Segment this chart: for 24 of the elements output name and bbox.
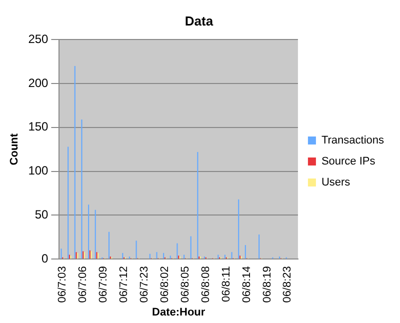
x-tick-label: 06/8:02 xyxy=(158,266,171,303)
y-tick-label: 150 xyxy=(28,120,49,134)
legend-label: Users xyxy=(321,176,351,189)
y-axis-title: Count xyxy=(8,133,21,166)
x-tick-label: 06/8:08 xyxy=(200,266,212,303)
x-tick-label: 06/7:09 xyxy=(98,266,110,303)
x-tick-label: 06/8:23 xyxy=(282,266,294,303)
legend-label: Source IPs xyxy=(321,156,376,168)
y-tick-label: 200 xyxy=(28,76,49,90)
x-tick-label: 06/7:03 xyxy=(56,266,69,303)
y-tick-label: 250 xyxy=(28,32,49,46)
y-tick-label: 0 xyxy=(42,251,49,266)
x-tick-label: 06/8:19 xyxy=(261,266,274,303)
x-tick-label: 06/7:06 xyxy=(77,266,90,303)
y-tick-label: 100 xyxy=(28,164,49,178)
chart-title: Data xyxy=(184,13,214,28)
x-tick-label: 06/8:11 xyxy=(220,266,232,302)
y-tick-label: 50 xyxy=(34,208,49,222)
x-axis-title: Date:Hour xyxy=(152,306,206,318)
x-tick-label: 06/8:14 xyxy=(240,266,253,303)
x-tick-label: 06/8:05 xyxy=(179,266,192,303)
x-tick-label: 06/7:12 xyxy=(118,266,130,303)
x-tick-label: 06/7:23 xyxy=(138,266,151,303)
legend-label: Transactions xyxy=(321,134,384,147)
